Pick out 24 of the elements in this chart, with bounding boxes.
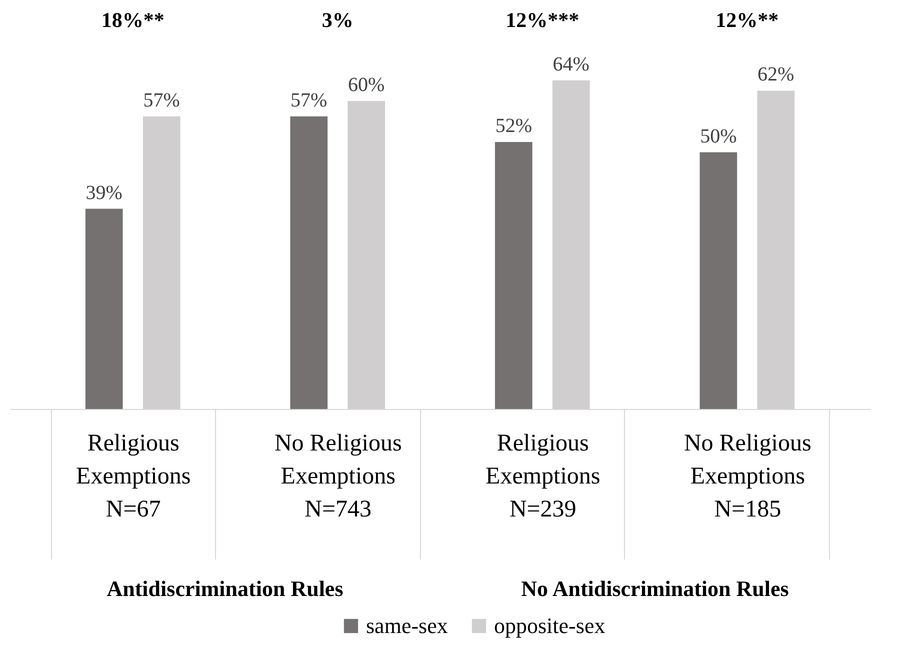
data-label: 64% xyxy=(552,53,590,76)
text: No Antidiscrimination Rules xyxy=(520,576,790,602)
data-label: 52% xyxy=(495,115,532,138)
bar xyxy=(290,116,328,409)
x-tick-label: No Religious Exemptions N=185 xyxy=(684,430,812,522)
x-tick-label: Religious Exemptions N=67 xyxy=(76,430,191,522)
text: 3% xyxy=(322,8,354,32)
x-tick-label: No Religious Exemptions N=743 xyxy=(274,430,402,522)
bar xyxy=(494,142,532,409)
data-label: 60% xyxy=(348,74,385,96)
x-tick-label: Religious Exemptions N=239 xyxy=(486,430,600,522)
text: 12%** xyxy=(716,8,779,32)
text: 12%*** xyxy=(506,8,580,32)
data-label: 39% xyxy=(86,182,122,204)
data-label: 57% xyxy=(290,89,328,112)
text: Antidiscrimination Rules xyxy=(106,576,344,602)
text: 18%** xyxy=(101,8,164,32)
legend-label: same-sex xyxy=(366,613,448,638)
bar xyxy=(85,208,123,409)
data-label: 57% xyxy=(143,89,180,112)
legend-label: opposite-sex xyxy=(494,613,606,638)
data-label: 62% xyxy=(758,64,794,86)
data-label: 50% xyxy=(700,125,737,148)
bar xyxy=(700,152,738,409)
